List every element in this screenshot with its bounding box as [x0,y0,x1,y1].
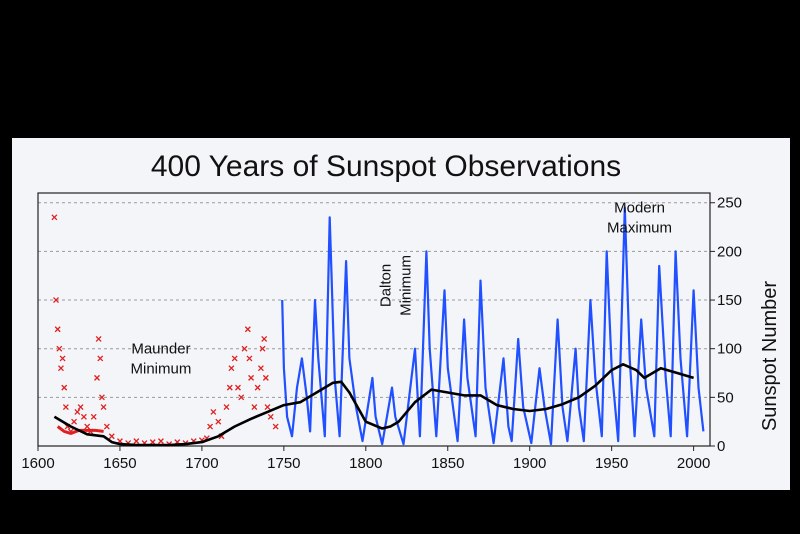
early-observations-series [51,214,279,448]
chart-slide: 400 Years of Sunspot Observations Sunspo… [12,138,790,490]
plot-border [37,192,711,447]
early-observation-point-6 [61,384,68,391]
early-observation-point-41 [226,384,233,391]
early-observation-point-20 [98,394,105,401]
x-tick-label-1900: 1900 [513,455,546,472]
early-observation-point-10 [71,418,78,425]
y-tick-label-100: 100 [717,341,742,358]
y-tick-label-200: 200 [717,243,742,260]
x-tick-label-1850: 1850 [431,455,464,472]
early-observation-point-2 [54,326,61,333]
early-observation-point-17 [94,374,100,381]
x-tick-label-1650: 1650 [103,455,136,472]
y-tick-label-0: 0 [717,438,725,455]
annotation-2-line-0: Modern [614,199,665,216]
early-observation-point-18 [95,336,102,342]
early-observation-point-22 [103,423,110,430]
y-axis-label: Sunspot Number [759,281,781,431]
smoothed-average-series [53,363,694,447]
x-tick-label-1600: 1600 [21,455,54,472]
y-tick-label-50: 50 [717,389,734,406]
series-layer [51,206,705,448]
annotation-1: Dalton Minimum [377,255,414,316]
y-tick-label-150: 150 [717,292,742,309]
early-observation-point-51 [254,384,261,391]
plot-frame [37,192,711,447]
early-observation-point-47 [244,326,251,333]
x-tick-label-1750: 1750 [267,455,300,472]
early-observation-point-45 [238,394,245,401]
x-axis-ticks: 1600 1650 1700 1750 1800 1850 1900 1950 2000 [21,446,710,472]
y-tick-label-250: 250 [717,195,742,212]
y-axis-ticks: 0 50 100 150 200 250 [710,195,742,455]
early-observation-point-11 [74,408,81,415]
early-observation-point-52 [257,365,264,372]
early-observation-point-16 [90,413,97,420]
early-observation-point-58 [272,423,279,430]
early-observation-point-56 [264,404,271,411]
annotation-0-line-1: Minimum [131,361,192,378]
annotation-1-line-0: Dalton [377,264,394,307]
early-observation-point-14 [84,423,91,430]
x-tick-label-1700: 1700 [185,455,218,472]
early-observation-point-42 [228,365,235,372]
early-observation-point-54 [261,336,268,342]
early-observation-point-37 [210,408,217,415]
early-observation-point-23 [108,433,115,440]
early-observation-point-43 [231,355,238,362]
annotation-0: Maunder Minimum [131,341,192,378]
early-observation-point-49 [248,374,255,381]
early-observation-point-3 [56,345,63,352]
early-observation-point-40 [223,404,230,411]
early-observation-point-26 [133,438,140,445]
early-observation-point-38 [215,418,222,425]
x-tick-label-1800: 1800 [349,455,382,472]
early-observation-point-0 [51,214,58,221]
annotation-1-line-1: Minimum [397,255,414,316]
early-observation-point-4 [57,365,64,372]
sunspot-chart: 400 Years of Sunspot Observations Sunspo… [21,150,781,472]
early-observation-point-46 [241,345,248,352]
early-observation-point-53 [259,345,266,352]
early-observation-point-57 [267,413,274,420]
early-observation-point-1 [53,297,59,303]
early-observation-point-13 [80,413,87,420]
annotation-0-line-0: Maunder [131,341,190,358]
early-observation-point-48 [246,355,253,362]
early-observation-point-19 [97,355,104,362]
annotation-2: Modern Maximum [607,199,672,236]
early-observation-point-55 [262,374,269,381]
group-sunspot-series [281,206,705,446]
x-tick-label-2000: 2000 [677,455,710,472]
early-observation-point-7 [62,404,69,411]
x-tick-label-1950: 1950 [595,455,628,472]
chart-title: 400 Years of Sunspot Observations [151,150,621,183]
early-observation-point-50 [251,404,258,411]
annotation-2-line-1: Maximum [607,219,672,236]
early-observation-point-29 [157,438,164,445]
early-observation-point-12 [77,404,84,411]
early-observation-point-5 [59,355,66,362]
early-observation-point-36 [207,423,214,430]
early-observation-point-44 [235,384,241,391]
early-observation-point-21 [100,404,107,411]
